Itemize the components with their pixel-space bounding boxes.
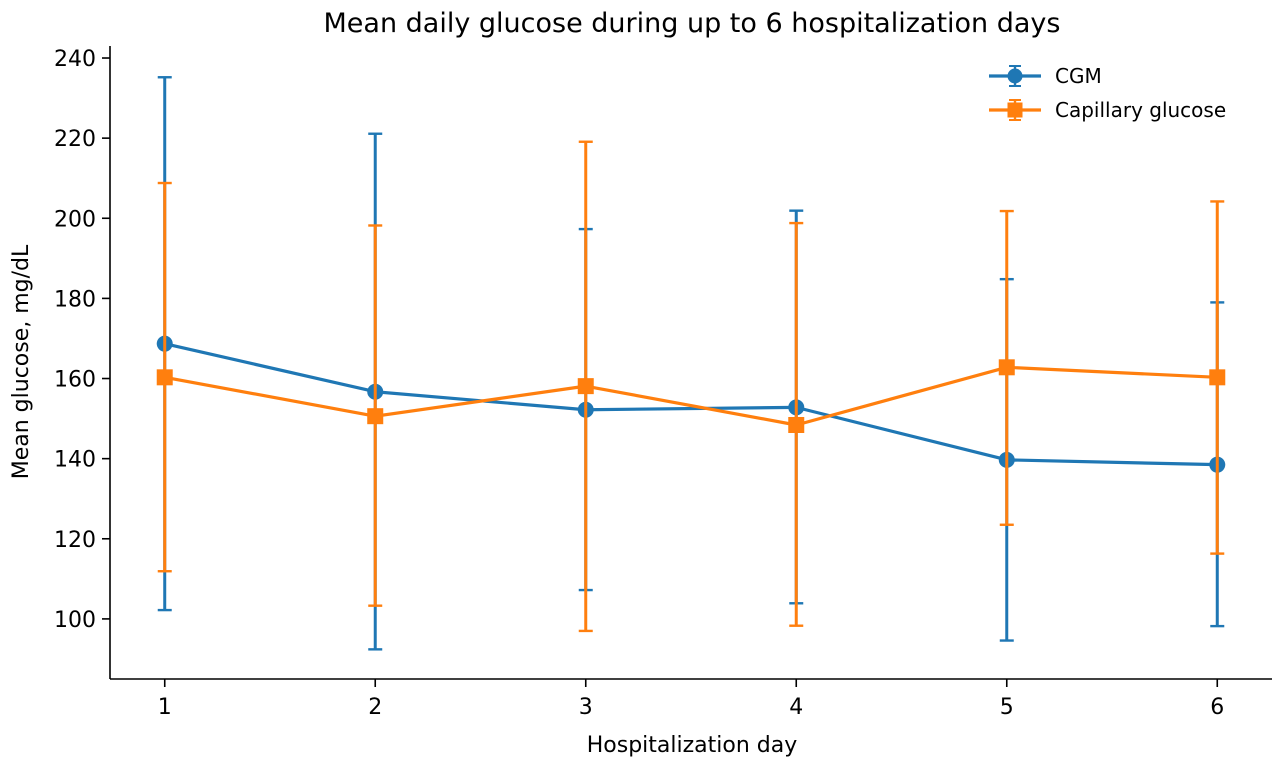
series-cgm bbox=[156, 76, 1226, 651]
plot-area bbox=[156, 76, 1226, 651]
series-capillary-glucose bbox=[156, 140, 1226, 633]
x-tick-label: 4 bbox=[789, 695, 803, 720]
x-tick-label: 2 bbox=[368, 695, 382, 720]
y-tick-label: 240 bbox=[54, 47, 96, 72]
data-point bbox=[577, 378, 594, 395]
y-ticks: 100 120 140 160 180 200 220 240 bbox=[54, 47, 110, 633]
legend-label: CGM bbox=[1055, 64, 1102, 88]
legend-marker bbox=[1007, 102, 1023, 118]
y-tick-label: 180 bbox=[54, 287, 96, 312]
data-point bbox=[998, 359, 1015, 376]
x-tick-label: 3 bbox=[579, 695, 593, 720]
y-tick-label: 120 bbox=[54, 528, 96, 553]
y-tick-label: 200 bbox=[54, 207, 96, 232]
y-axis-title: Mean glucose, mg/dL bbox=[9, 244, 34, 479]
legend: CGM Capillary glucose bbox=[989, 64, 1226, 122]
x-ticks: 1 2 3 4 5 6 bbox=[158, 679, 1224, 720]
data-point bbox=[788, 416, 805, 433]
series-line bbox=[164, 342, 1218, 467]
data-point bbox=[367, 408, 384, 425]
series-line bbox=[164, 365, 1218, 427]
legend-item: CGM bbox=[989, 64, 1102, 88]
data-point bbox=[1209, 369, 1226, 386]
x-axis-title: Hospitalization day bbox=[587, 733, 798, 758]
legend-item: Capillary glucose bbox=[989, 98, 1226, 122]
y-tick-label: 160 bbox=[54, 368, 96, 393]
y-tick-label: 140 bbox=[54, 448, 96, 473]
x-tick-label: 6 bbox=[1210, 695, 1224, 720]
chart-title: Mean daily glucose during up to 6 hospit… bbox=[324, 8, 1061, 39]
y-tick-label: 100 bbox=[54, 608, 96, 633]
x-tick-label: 1 bbox=[158, 695, 172, 720]
y-tick-label: 220 bbox=[54, 127, 96, 152]
data-point bbox=[156, 369, 173, 386]
axes bbox=[109, 46, 1272, 680]
x-tick-label: 5 bbox=[1000, 695, 1014, 720]
legend-label: Capillary glucose bbox=[1055, 98, 1226, 122]
legend-marker bbox=[1007, 68, 1023, 84]
